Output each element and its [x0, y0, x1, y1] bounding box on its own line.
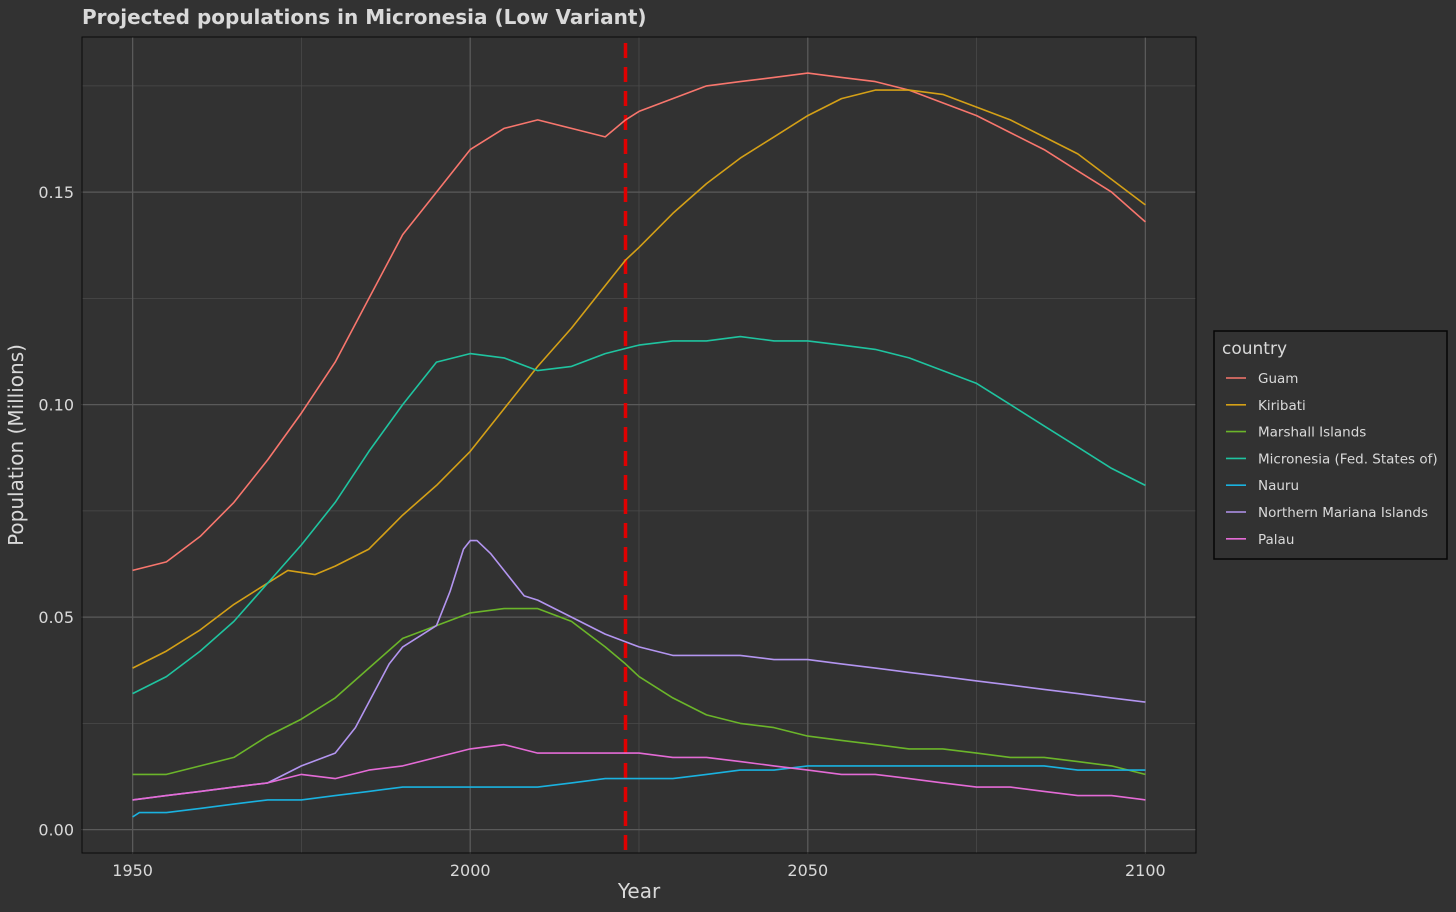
legend-label: Palau [1258, 532, 1294, 548]
x-tick-label: 2050 [787, 861, 828, 880]
series-line-guam [132, 72, 1146, 572]
legend-label: Micronesia (Fed. States of) [1258, 451, 1438, 467]
series-line-marshall-islands [132, 607, 1146, 776]
legend: country Guam Kiribati Marshall Islands Micr… [1213, 330, 1448, 560]
legend-title: country [1222, 339, 1287, 359]
legend-label: Marshall Islands [1258, 425, 1366, 441]
x-tick-label: 2100 [1125, 861, 1166, 880]
axis-ticks: 1950 2000 2050 2100 0.00 0.05 0.10 0.15 [38, 183, 1165, 880]
legend-label: Kiribati [1258, 398, 1306, 414]
x-axis-title: Year [617, 879, 661, 903]
series-line-palau [132, 743, 1146, 801]
series-line-nauru [132, 765, 1146, 818]
series-lines [132, 72, 1146, 818]
series-line-northern-mariana-islands [132, 539, 1146, 801]
legend-label: Northern Mariana Islands [1258, 505, 1428, 521]
grid-lines [82, 37, 1196, 853]
chart-title: Projected populations in Micronesia (Low… [82, 5, 647, 29]
x-tick-label: 1950 [112, 861, 153, 880]
legend-label: Guam [1258, 371, 1298, 387]
y-tick-label: 0.10 [38, 396, 74, 415]
y-tick-label: 0.00 [38, 821, 74, 840]
legend-box [1213, 330, 1448, 560]
y-tick-label: 0.05 [38, 608, 74, 627]
x-tick-label: 2000 [450, 861, 491, 880]
series-line-kiribati [132, 89, 1146, 669]
legend-label: Nauru [1258, 478, 1299, 494]
plot-panel-border [81, 36, 1197, 854]
y-tick-label: 0.15 [38, 183, 74, 202]
y-axis-title: Population (Millions) [4, 344, 28, 546]
series-line-micronesia-fed-states-of [132, 335, 1146, 695]
